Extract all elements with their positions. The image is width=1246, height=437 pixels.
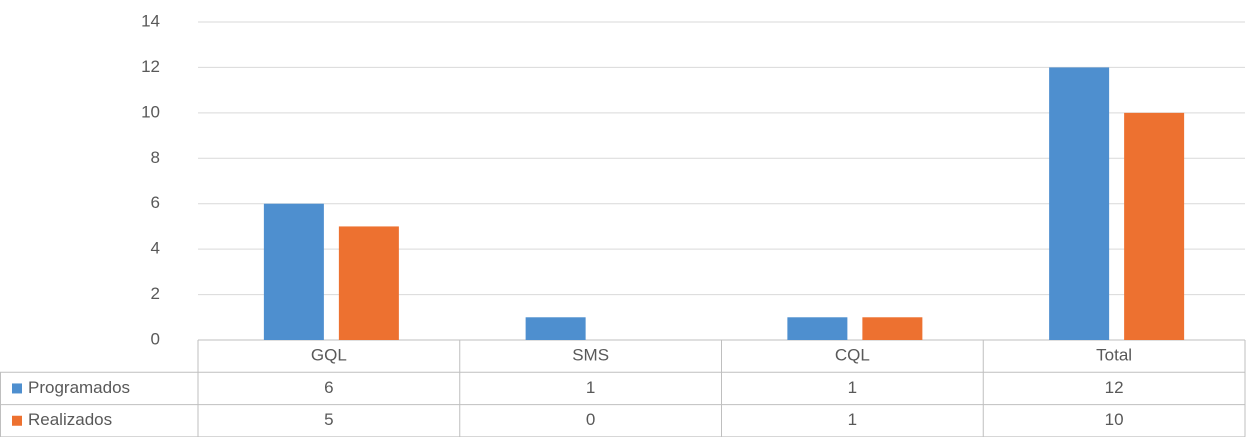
y-tick-label: 6 bbox=[151, 193, 160, 212]
table-value: 6 bbox=[324, 378, 333, 397]
x-tick-label: Total bbox=[1096, 346, 1132, 365]
legend-label: Realizados bbox=[28, 410, 112, 429]
y-tick-label: 14 bbox=[141, 11, 160, 30]
table-value: 5 bbox=[324, 410, 333, 429]
table-value: 1 bbox=[586, 378, 595, 397]
y-tick-label: 2 bbox=[151, 284, 160, 303]
table-value: 1 bbox=[848, 410, 857, 429]
bar bbox=[1049, 67, 1110, 340]
table-value: 0 bbox=[586, 410, 595, 429]
y-tick-label: 10 bbox=[141, 102, 160, 121]
bar bbox=[862, 317, 923, 340]
x-tick-label: GQL bbox=[311, 346, 347, 365]
x-tick-label: SMS bbox=[572, 346, 609, 365]
bar bbox=[263, 203, 324, 340]
y-tick-label: 0 bbox=[151, 329, 160, 348]
x-tick-label: CQL bbox=[835, 346, 870, 365]
bar bbox=[525, 317, 586, 340]
y-tick-label: 4 bbox=[151, 239, 160, 258]
y-tick-label: 12 bbox=[141, 57, 160, 76]
y-tick-label: 8 bbox=[151, 148, 160, 167]
bar bbox=[1124, 112, 1185, 340]
legend-swatch bbox=[12, 415, 22, 426]
bar bbox=[787, 317, 848, 340]
legend-swatch bbox=[12, 383, 22, 394]
table-value: 10 bbox=[1105, 410, 1124, 429]
bar bbox=[338, 226, 399, 340]
legend-label: Programados bbox=[28, 378, 130, 397]
table-value: 1 bbox=[848, 378, 857, 397]
table-value: 12 bbox=[1105, 378, 1124, 397]
